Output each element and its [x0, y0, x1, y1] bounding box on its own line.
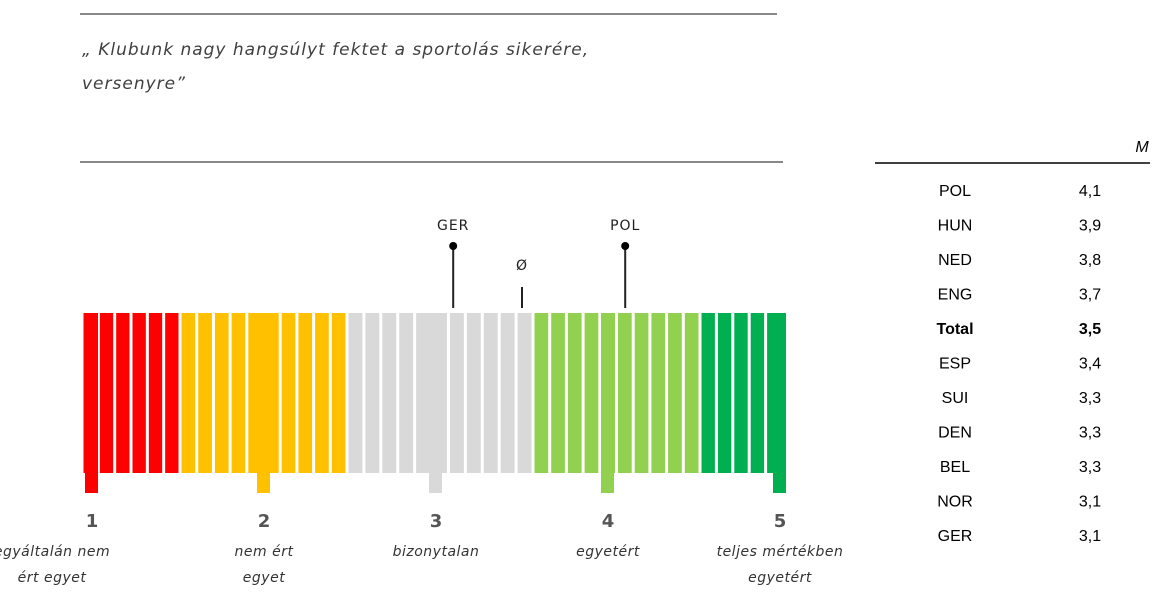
table-country: HUN [938, 218, 973, 235]
table-country: POL [939, 183, 971, 200]
scale-stripe [483, 313, 498, 473]
scale-stripe [567, 313, 582, 473]
scale-stripe [500, 313, 515, 473]
table-value: 3,3 [1079, 459, 1101, 476]
scale-stripe [551, 313, 565, 473]
scale-stripe [348, 313, 363, 473]
table-country: DEN [938, 425, 972, 442]
scale-stripe [634, 313, 649, 473]
table-header: M [1135, 139, 1149, 156]
table-value: 3,3 [1079, 390, 1101, 407]
scale-stripe [449, 313, 464, 473]
scale-stripe [365, 313, 380, 473]
scale-number: 5 [774, 511, 787, 532]
table-country: SUI [942, 390, 969, 407]
scale-stripe [717, 313, 732, 473]
scale-stripe [750, 313, 765, 473]
scale-stripe [132, 313, 146, 473]
table-country: NOR [937, 494, 973, 511]
marker-dot [621, 242, 630, 250]
table-country: BEL [940, 459, 970, 476]
scale-label: nem ért [235, 544, 294, 560]
scale-stripe [399, 313, 414, 473]
scale-stripe [734, 313, 748, 473]
table-value: 4,1 [1079, 183, 1101, 200]
scale-stripe [165, 313, 179, 473]
scale-stripe [668, 313, 682, 473]
table-country: NED [938, 252, 972, 269]
table-value: 3,9 [1079, 218, 1101, 235]
scale-stripe [701, 313, 715, 473]
scale-stripe [198, 313, 212, 473]
scale-number: 4 [602, 511, 615, 532]
scale-label: egyet [243, 570, 285, 586]
scale-label: egyetért [748, 570, 812, 586]
scale-label: egyáltalán nem [0, 544, 110, 560]
table-country: ESP [939, 356, 971, 373]
scale-tick [429, 313, 442, 493]
scale-stripe [298, 313, 313, 473]
quote-line: „ Klubunk nagy hangsúlyt fektet a sporto… [82, 40, 589, 60]
marker-label: GER [437, 218, 469, 234]
scale-stripe [534, 313, 549, 473]
marker-label: POL [610, 218, 640, 234]
scale-tick [85, 313, 98, 493]
scale-stripe [181, 313, 196, 473]
table-value: 3,4 [1079, 356, 1101, 373]
scale-stripe [382, 313, 397, 473]
scale-stripe [466, 313, 481, 473]
scale-label: bizonytalan [393, 544, 480, 560]
table-value: 3,1 [1079, 494, 1101, 511]
table-value: 3,7 [1079, 287, 1101, 304]
scale-stripe [315, 313, 329, 473]
table-value: 3,1 [1079, 528, 1101, 545]
scale-stripe [214, 313, 229, 473]
scale-stripe [281, 313, 296, 473]
marker-label: Ø [516, 258, 528, 274]
scale-number: 1 [86, 511, 99, 532]
scale-stripe [148, 313, 163, 473]
table-country: GER [938, 528, 973, 545]
scale-tick [257, 313, 270, 493]
quote-line: versenyre” [82, 74, 186, 94]
table-value: 3,3 [1079, 425, 1101, 442]
table-country: ENG [938, 287, 973, 304]
marker-dot [449, 242, 458, 250]
table-value: 3,5 [1079, 321, 1101, 338]
scale-label: teljes mértékben [717, 544, 844, 560]
scale-stripe [651, 313, 666, 473]
scale-stripe [331, 313, 346, 473]
scale-stripe [584, 313, 599, 473]
scale-stripe [618, 313, 632, 473]
scale-label: ért egyet [18, 570, 87, 586]
scale-stripe [416, 313, 431, 473]
scale-tick [601, 313, 614, 493]
scale-number: 2 [258, 511, 271, 532]
scale-stripe [517, 313, 532, 473]
table-value: 3,8 [1079, 252, 1101, 269]
scale-number: 3 [430, 511, 443, 532]
scale-tick [773, 313, 786, 493]
scale-label: egyetért [576, 544, 640, 560]
scale-stripe [99, 313, 114, 473]
scale-stripe [231, 313, 246, 473]
scale-stripe [116, 313, 130, 473]
scale-stripe [684, 313, 699, 473]
table-country: Total [936, 321, 973, 338]
